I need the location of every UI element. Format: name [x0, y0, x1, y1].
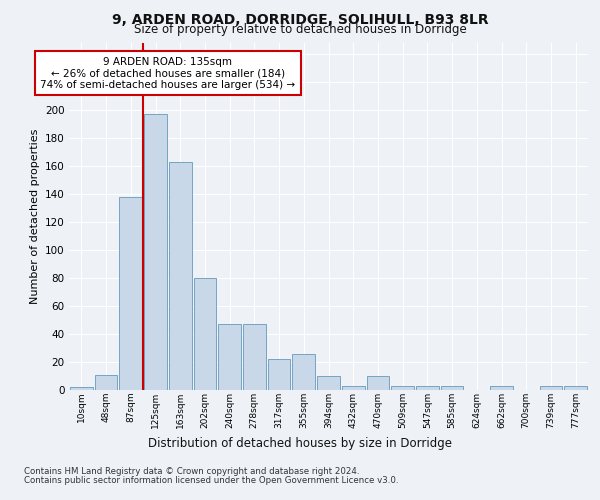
Text: Contains HM Land Registry data © Crown copyright and database right 2024.: Contains HM Land Registry data © Crown c… — [24, 468, 359, 476]
Bar — [119, 196, 142, 390]
Bar — [144, 114, 167, 390]
Bar — [169, 162, 191, 390]
Bar — [539, 386, 562, 390]
Bar — [367, 376, 389, 390]
Y-axis label: Number of detached properties: Number of detached properties — [29, 128, 40, 304]
Text: Size of property relative to detached houses in Dorridge: Size of property relative to detached ho… — [134, 22, 466, 36]
Bar — [268, 359, 290, 390]
Bar — [317, 376, 340, 390]
Bar — [416, 386, 439, 390]
Bar — [95, 374, 118, 390]
Bar — [218, 324, 241, 390]
Text: 9, ARDEN ROAD, DORRIDGE, SOLIHULL, B93 8LR: 9, ARDEN ROAD, DORRIDGE, SOLIHULL, B93 8… — [112, 12, 488, 26]
Bar — [490, 386, 513, 390]
Text: Contains public sector information licensed under the Open Government Licence v3: Contains public sector information licen… — [24, 476, 398, 485]
Bar — [292, 354, 315, 390]
Bar — [243, 324, 266, 390]
Bar — [70, 387, 93, 390]
Text: Distribution of detached houses by size in Dorridge: Distribution of detached houses by size … — [148, 438, 452, 450]
Text: 9 ARDEN ROAD: 135sqm
← 26% of detached houses are smaller (184)
74% of semi-deta: 9 ARDEN ROAD: 135sqm ← 26% of detached h… — [40, 56, 295, 90]
Bar — [391, 386, 414, 390]
Bar — [441, 386, 463, 390]
Bar — [194, 278, 216, 390]
Bar — [342, 386, 365, 390]
Bar — [564, 386, 587, 390]
